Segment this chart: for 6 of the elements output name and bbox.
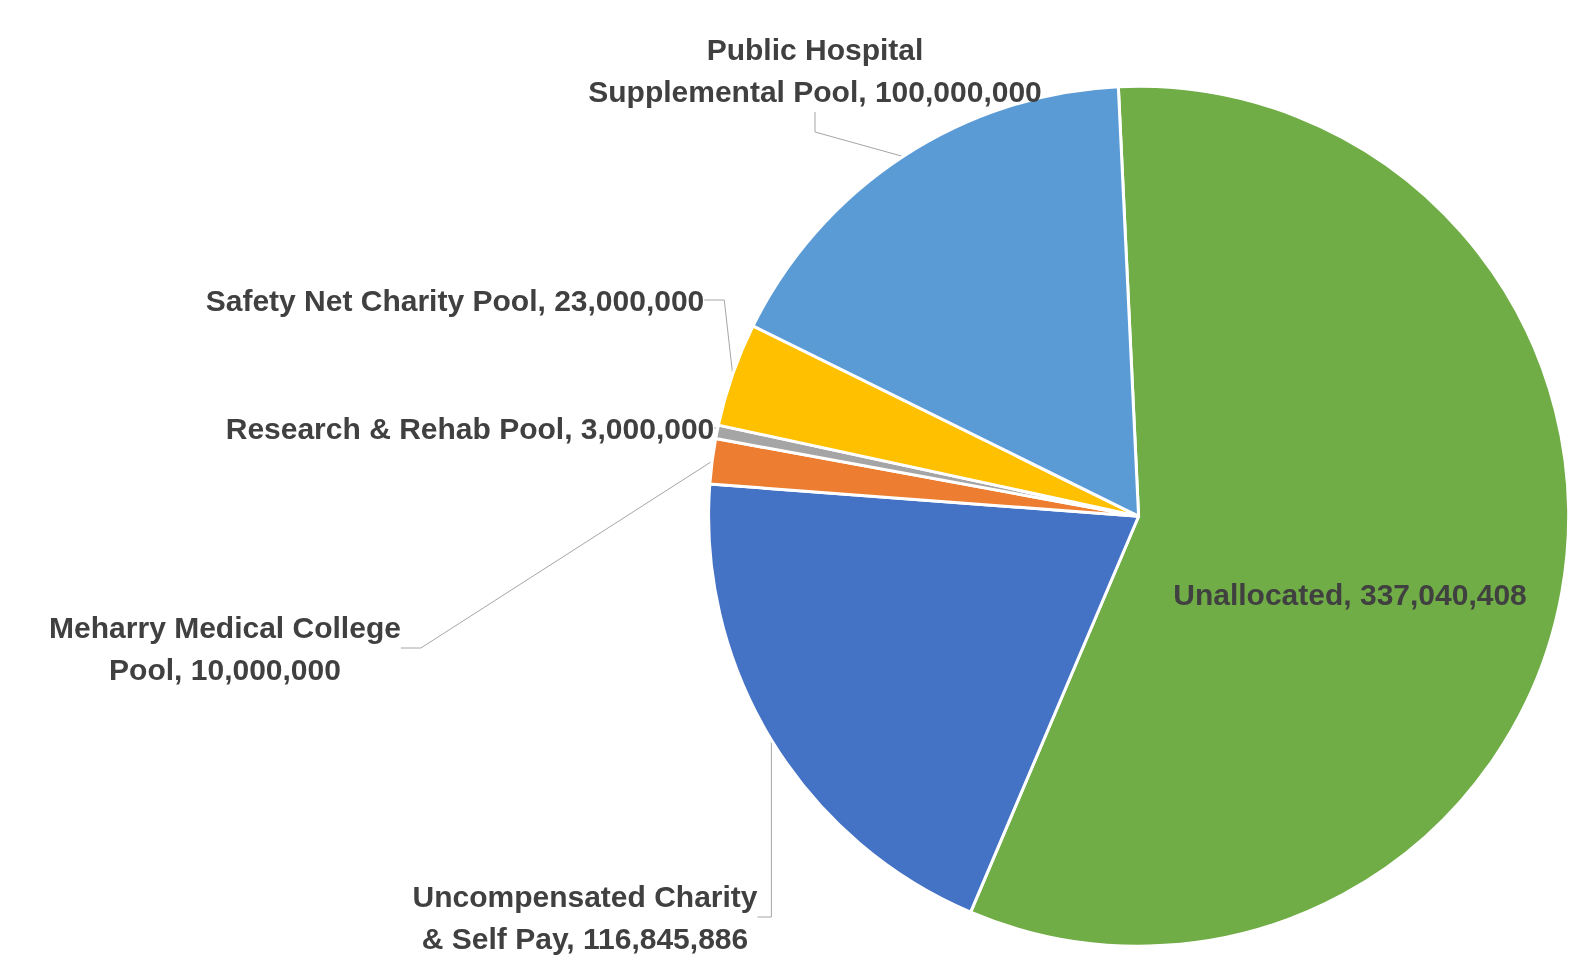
slice-label: Safety Net Charity Pool, 23,000,000	[205, 283, 705, 317]
slice-label: Uncompensated Charity & Self Pay, 116,845,886	[412, 879, 758, 955]
slice-label: Meharry Medical College Pool, 10,000,000	[49, 610, 401, 686]
slice-label: Unallocated, 337,040,408	[1173, 577, 1527, 611]
slice-label: Research & Rehab Pool, 3,000,000	[225, 411, 715, 445]
slice-label: Public Hospital Supplemental Pool, 100,000,000	[588, 32, 1042, 108]
